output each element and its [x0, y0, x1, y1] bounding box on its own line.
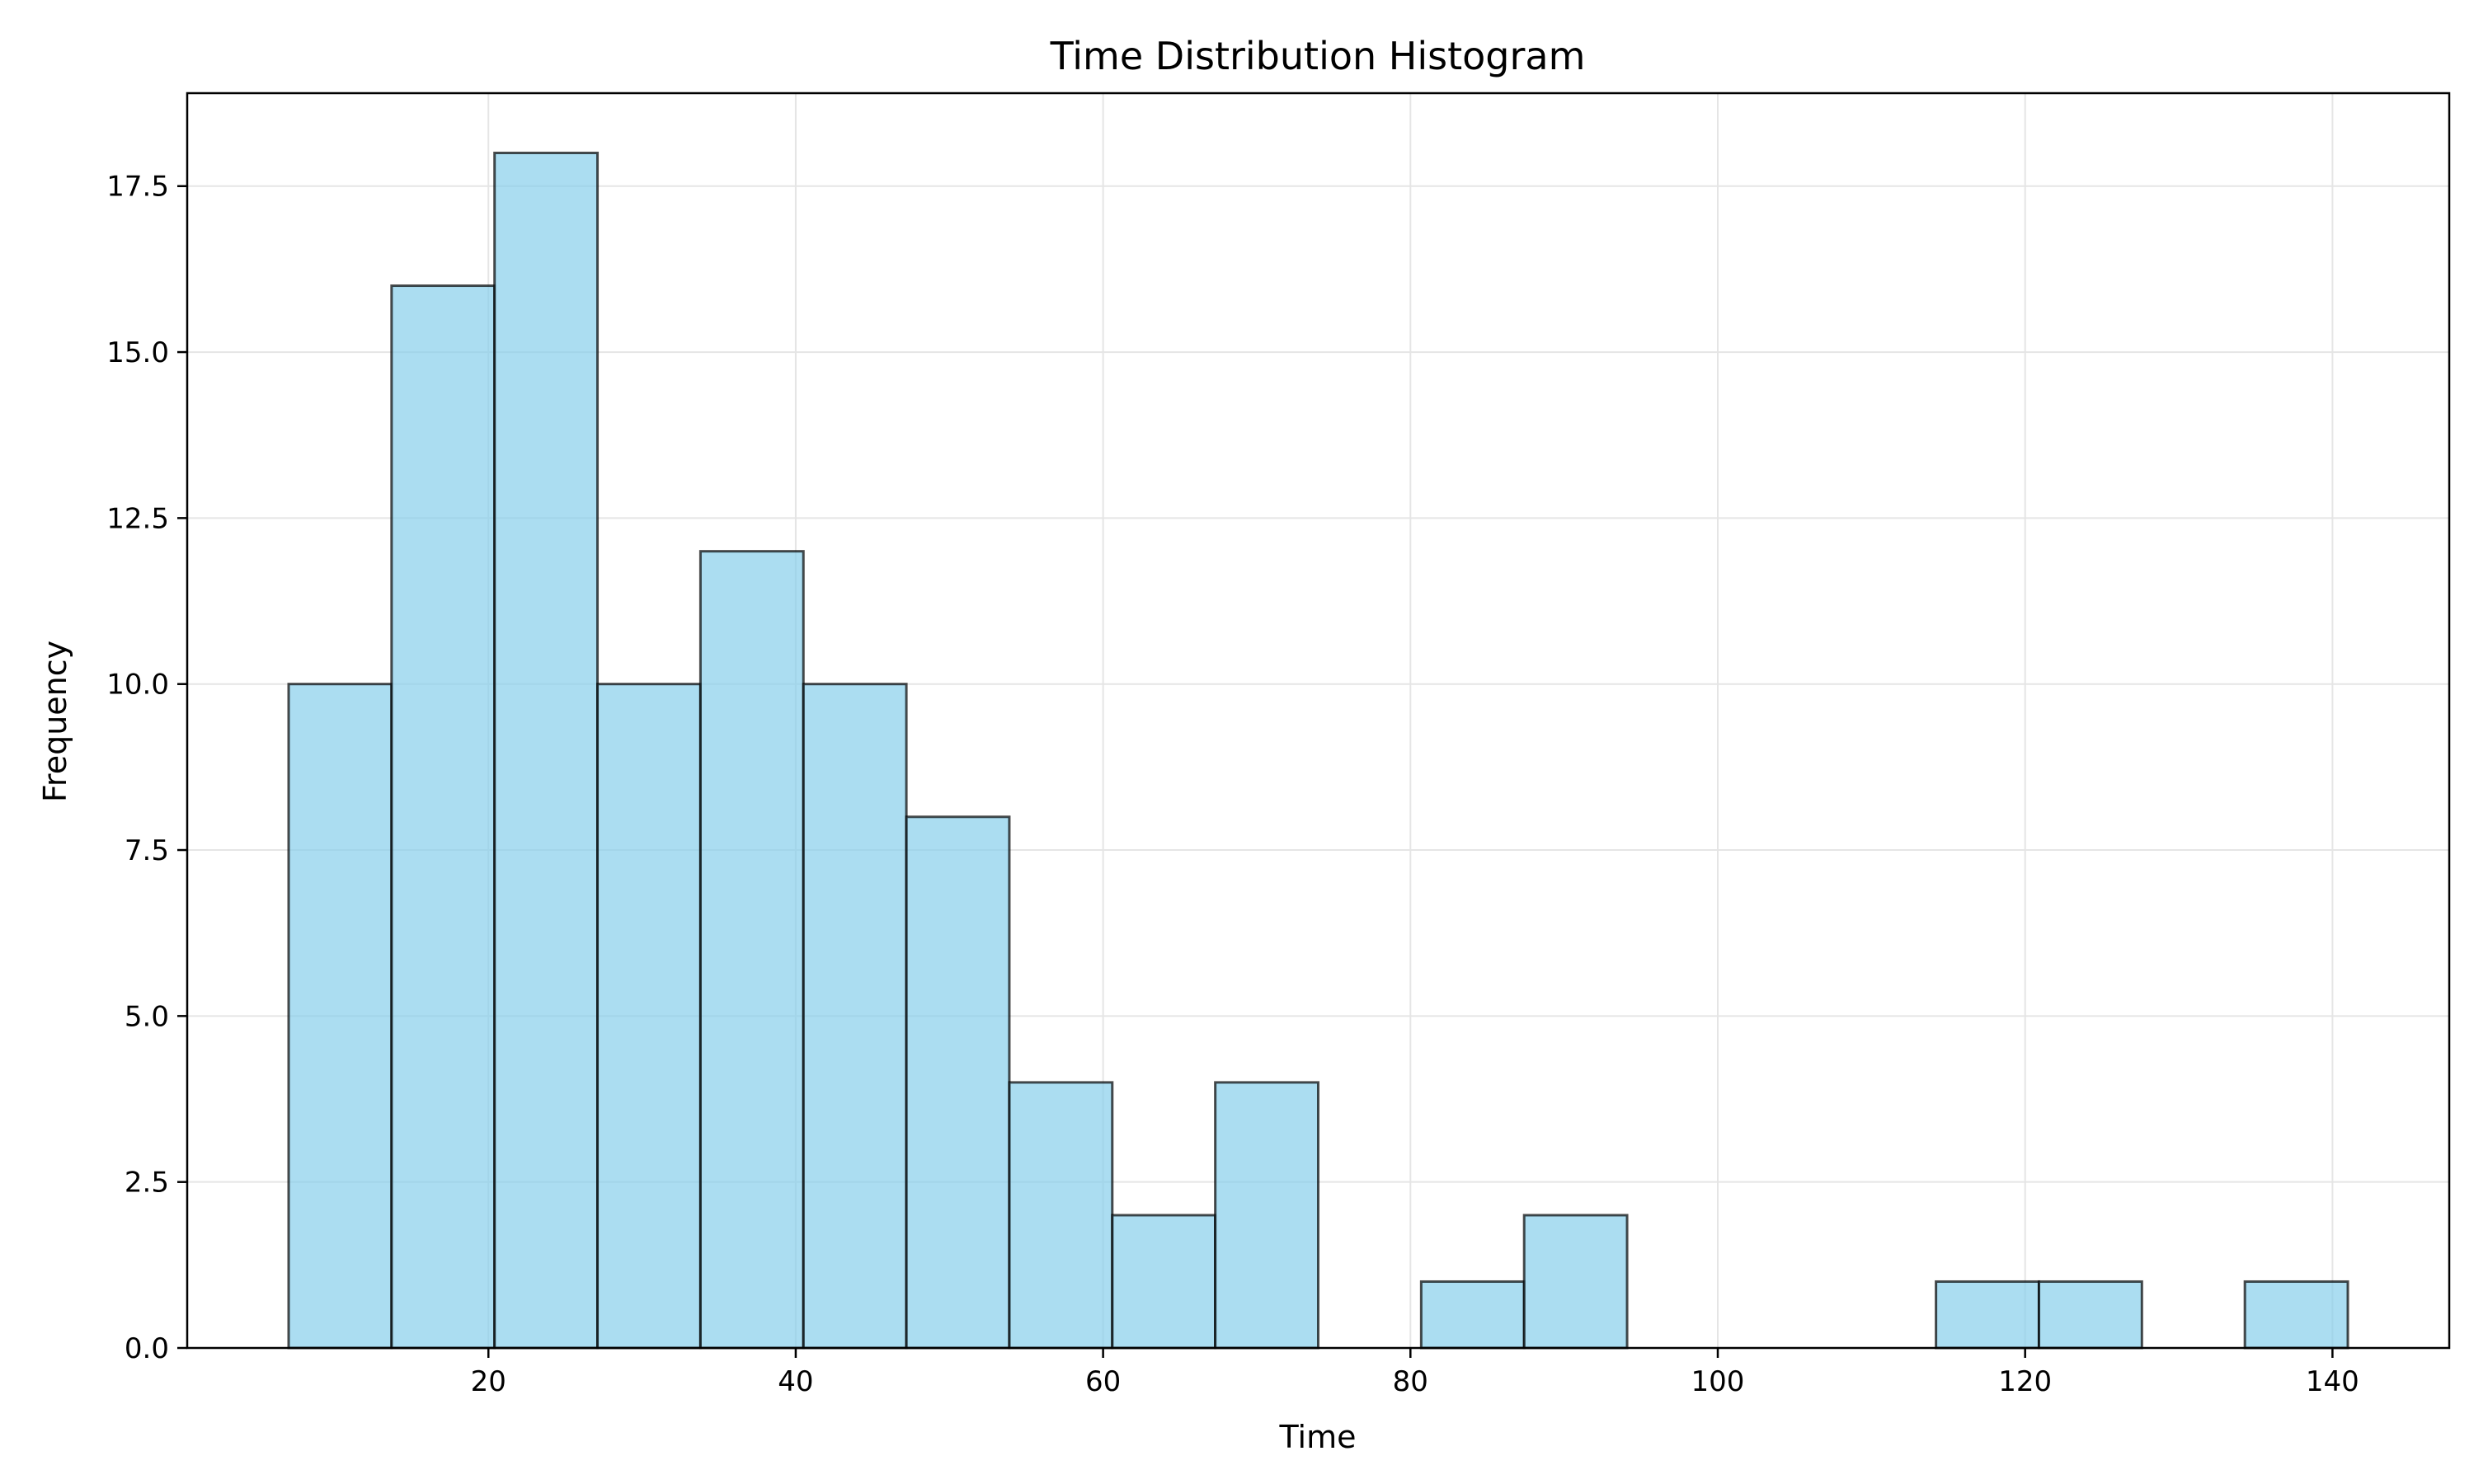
histogram-bar-11	[1419, 1280, 1526, 1350]
histogram-bar-8	[1111, 1214, 1217, 1350]
axis-ticks: 20 40 60 80 100 120 140 0.0 2.5 5.0 7.5 10.0 12.5 15.…	[106, 171, 2359, 1398]
chart-title: Time Distribution Histogram	[1050, 34, 1586, 78]
histogram-bar-12	[1522, 1214, 1629, 1350]
y-tick-label-3: 7.5	[125, 834, 169, 867]
histogram-bar-19	[2243, 1280, 2349, 1350]
histogram-bar-16	[1935, 1280, 2040, 1350]
histogram-bar-4	[698, 550, 805, 1350]
y-tick-label-5: 12.5	[106, 502, 169, 535]
x-tick-label-2: 60	[1085, 1365, 1121, 1398]
x-tick-label-1: 40	[778, 1365, 813, 1398]
histogram-bar-2	[493, 151, 600, 1350]
histogram-bar-3	[596, 683, 702, 1350]
x-tick-label-0: 20	[471, 1365, 506, 1398]
histogram-bar-1	[390, 284, 496, 1350]
histogram-bar-17	[2037, 1280, 2143, 1350]
histogram-bar-7	[1008, 1081, 1114, 1350]
y-tick-label-0: 0.0	[125, 1332, 169, 1365]
x-tick-label-4: 100	[1691, 1365, 1745, 1398]
y-tick-label-6: 15.0	[106, 336, 169, 369]
plot-frame	[186, 92, 2451, 1350]
x-tick-label-5: 120	[1998, 1365, 2052, 1398]
histogram-bar-9	[1214, 1081, 1320, 1350]
y-axis-label: Frequency	[37, 641, 73, 802]
y-tick-label-1: 2.5	[125, 1167, 169, 1200]
x-axis-label: Time	[1279, 1419, 1357, 1455]
y-tick-label-4: 10.0	[106, 669, 169, 702]
y-tick-label-7: 17.5	[106, 171, 169, 204]
histogram-bars	[287, 151, 2349, 1350]
histogram-bar-6	[905, 815, 1011, 1350]
x-tick-label-3: 80	[1393, 1365, 1428, 1398]
x-tick-label-6: 140	[2306, 1365, 2359, 1398]
y-tick-label-2: 5.0	[125, 1000, 169, 1033]
histogram-bar-5	[802, 683, 908, 1350]
histogram-bar-0	[287, 683, 393, 1350]
